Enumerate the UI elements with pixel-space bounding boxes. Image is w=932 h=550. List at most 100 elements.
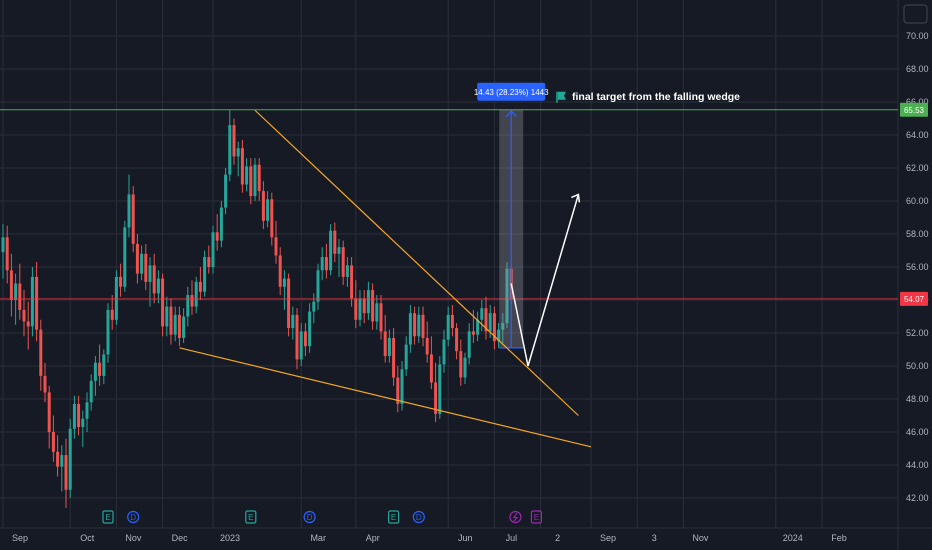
x-tick-label: Mar	[310, 533, 326, 543]
flag-cloth	[558, 91, 566, 100]
candle-body	[60, 455, 64, 467]
dividend-marker[interactable]	[127, 510, 140, 524]
candle-body	[119, 276, 123, 287]
candle-body	[303, 331, 307, 347]
y-tick-label: 68.00	[906, 64, 929, 74]
candle-body	[312, 301, 316, 312]
candle-body	[371, 290, 375, 322]
candle-body	[14, 283, 18, 300]
candle-body	[383, 331, 387, 357]
y-tick-label: 52.00	[906, 328, 929, 338]
candle-body	[127, 194, 131, 228]
candle-body	[144, 253, 148, 282]
candle-body	[270, 199, 274, 238]
earnings-marker[interactable]	[530, 510, 543, 524]
dividend-marker[interactable]	[303, 510, 316, 524]
candle-body	[93, 362, 97, 381]
wedge-lower-trendline[interactable]	[179, 347, 592, 448]
candle-body	[417, 314, 421, 337]
candle-body	[261, 191, 265, 221]
earnings-marker[interactable]	[388, 510, 400, 524]
measure-arrow-head	[505, 109, 517, 118]
dividend-marker-label: D	[416, 513, 422, 522]
candle-body	[26, 321, 30, 327]
candle-body	[358, 298, 362, 320]
candle-body	[429, 354, 433, 383]
x-tick-label: Jul	[506, 533, 518, 543]
candle-body	[64, 455, 68, 490]
x-tick-label: 3	[652, 533, 657, 543]
dividend-marker[interactable]	[412, 510, 425, 524]
x-tick-label: Oct	[80, 533, 95, 543]
wedge-upper-trendline[interactable]	[254, 109, 579, 416]
candle-body	[450, 314, 454, 329]
measure-label: 14.43 (28.23%) 1443	[474, 82, 549, 101]
candle-body	[152, 265, 156, 294]
candle-body	[51, 432, 55, 452]
candle-body	[354, 298, 358, 320]
drawing-layer	[0, 109, 898, 448]
x-tick-label: Apr	[366, 533, 380, 543]
time-axis[interactable]: Sep Oct Nov Dec 2023 Mar Apr Jun Jul 2 Sep 3 Nov 2024…	[12, 533, 847, 543]
y-tick-label: 50.00	[906, 361, 929, 371]
candle-body	[476, 319, 480, 335]
candle-body	[224, 174, 228, 208]
measure-label-bg	[477, 82, 546, 101]
earnings-marker[interactable]	[102, 510, 114, 524]
candle-body	[81, 418, 85, 428]
candle-body	[89, 380, 93, 403]
lightning-icon	[512, 512, 519, 522]
candle-body	[135, 243, 139, 274]
candle-body	[203, 257, 207, 292]
flag-icon	[556, 91, 566, 103]
target-price-tag-text: 65.53	[904, 106, 925, 115]
candle-body	[186, 295, 190, 317]
candle-body	[77, 403, 81, 428]
projection-path[interactable]	[510, 194, 580, 367]
candle-body	[459, 351, 463, 378]
y-tick-label: 56.00	[906, 262, 929, 272]
candle-body	[291, 314, 295, 329]
x-tick-label: Sep	[600, 533, 616, 543]
candle-body	[39, 329, 43, 376]
candle-body	[316, 270, 320, 302]
candle-body	[194, 281, 198, 307]
candle-body	[18, 283, 22, 310]
annotation-text: final target from the falling wedge	[572, 91, 740, 103]
candle-body	[379, 303, 383, 332]
candle-body	[274, 237, 278, 256]
candle-body	[140, 253, 144, 274]
candlestick-series	[1, 110, 513, 508]
candle-body	[324, 257, 328, 271]
candle-body	[278, 255, 282, 287]
candle-body	[22, 309, 26, 322]
candle-body	[501, 323, 505, 330]
candle-body	[446, 314, 450, 340]
earnings-marker-label: E	[105, 513, 110, 522]
settings-button[interactable]	[903, 4, 928, 24]
candle-body	[35, 276, 39, 330]
candle-body	[131, 194, 135, 244]
candle-body	[392, 337, 396, 378]
candle-body	[30, 276, 34, 327]
y-tick-label: 70.00	[906, 31, 929, 41]
price-axis[interactable]: 42.0044.0046.0048.0050.0052.0054.0056.00…	[906, 31, 929, 503]
candle-body	[362, 298, 366, 314]
candle-body	[341, 247, 345, 277]
candle-body	[408, 313, 412, 345]
candle-body	[177, 314, 181, 338]
candle-body	[505, 268, 509, 324]
candle-body	[337, 247, 341, 254]
candle-body	[308, 311, 312, 347]
news-marker[interactable]	[509, 510, 522, 524]
candle-body	[253, 164, 257, 197]
candle-body	[211, 232, 215, 267]
y-tick-label: 62.00	[906, 163, 929, 173]
annotation[interactable]: final target from the falling wedge	[556, 91, 740, 103]
y-tick-label: 64.00	[906, 130, 929, 140]
earnings-marker[interactable]	[245, 510, 257, 524]
candle-body	[282, 278, 286, 287]
candle-body	[98, 362, 102, 376]
candle-body	[102, 354, 106, 376]
